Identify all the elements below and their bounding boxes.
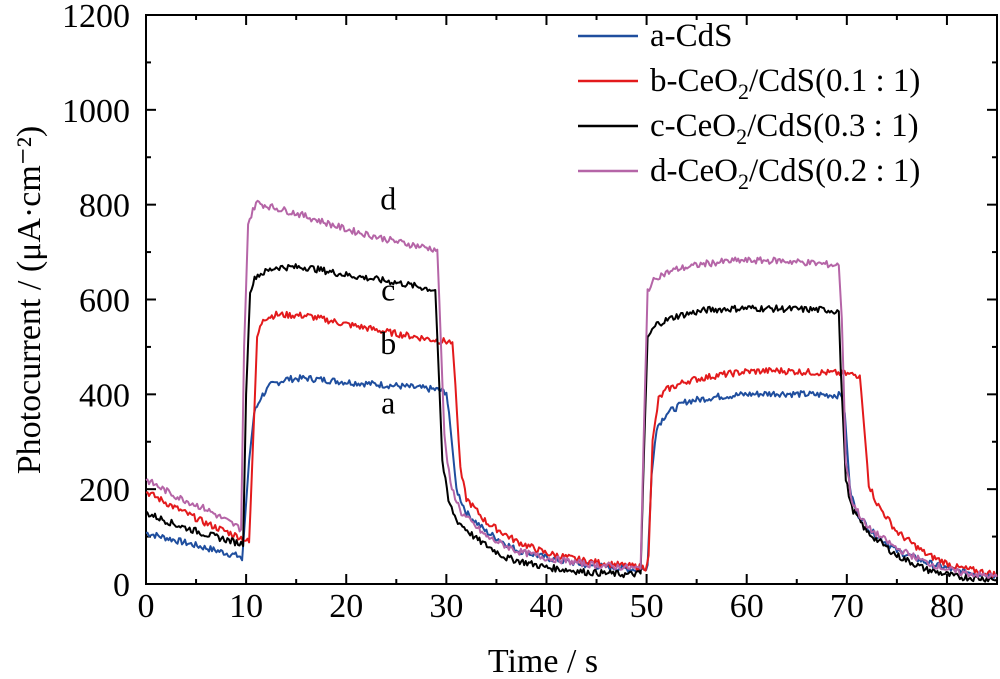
legend-entry-c: c-CeO2/CdS(0.3 : 1) — [650, 108, 919, 149]
x-axis-title: Time / s — [488, 643, 598, 679]
legend-entry-b: b-CeO2/CdS(0.1 : 1) — [650, 63, 920, 104]
y-tick-label: 0 — [113, 567, 130, 604]
legend: a-CdS b-CeO2/CdS(0.1 : 1)c-CeO2/CdS(0.3 :… — [578, 18, 920, 194]
y-tick-label: 800 — [79, 188, 130, 225]
legend-entry-d: d-CeO2/CdS(0.2 : 1) — [650, 153, 920, 194]
legend-entry-a: a-CdS — [650, 18, 733, 54]
x-tick-label: 40 — [529, 588, 563, 625]
series-line-d — [145, 199, 998, 579]
series-line-c — [145, 263, 998, 583]
y-tick-label: 1000 — [62, 93, 130, 130]
plot-frame — [145, 14, 998, 585]
curve-label-b: b — [380, 325, 396, 361]
x-tick-label: 10 — [229, 588, 263, 625]
series-line-a — [145, 374, 998, 579]
curve-label-a: a — [381, 384, 395, 420]
x-tick-label: 0 — [138, 588, 155, 625]
y-tick-labels: 0 200 400 600 800 1000 1200 — [62, 0, 130, 604]
y-tick-label: 200 — [79, 472, 130, 509]
x-tick-labels: 0 10 20 30 40 50 60 70 80 — [138, 588, 964, 625]
curve-label-c: c — [381, 271, 395, 307]
x-tick-label: 50 — [630, 588, 664, 625]
curve-label-d: d — [380, 180, 396, 216]
x-tick-label: 30 — [429, 588, 463, 625]
series-line-b — [145, 310, 998, 578]
axis-ticks — [145, 14, 997, 585]
curve-labels: abc d — [380, 180, 396, 420]
x-tick-label: 80 — [930, 588, 964, 625]
y-tick-label: 600 — [79, 283, 130, 320]
series-layer — [145, 199, 998, 583]
y-tick-label: 1200 — [62, 0, 130, 35]
y-tick-label: 400 — [79, 377, 130, 414]
x-tick-label: 70 — [830, 588, 864, 625]
x-tick-label: 20 — [329, 588, 363, 625]
y-axis-title: Photocurrent / (μA·cm⁻²) — [11, 126, 48, 475]
x-tick-label: 60 — [730, 588, 764, 625]
